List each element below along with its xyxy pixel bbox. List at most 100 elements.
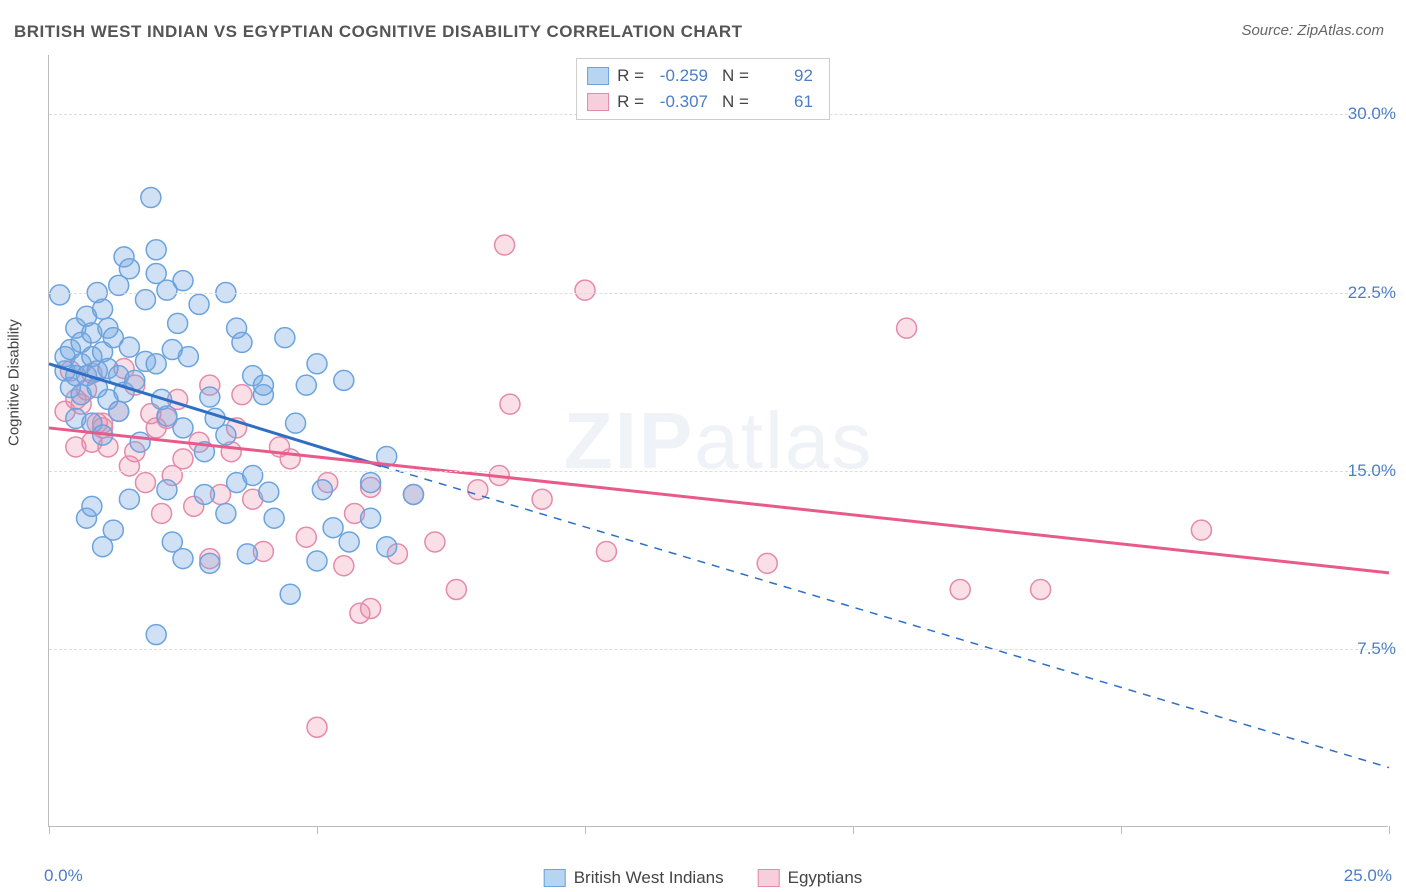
data-point: [50, 285, 70, 305]
data-point: [425, 532, 445, 552]
swatch-egy: [587, 93, 609, 111]
legend-item-egy: Egyptians: [758, 868, 863, 888]
data-point: [173, 449, 193, 469]
data-point: [168, 313, 188, 333]
swatch-bwi-bottom: [544, 869, 566, 887]
data-point: [334, 370, 354, 390]
data-point: [82, 496, 102, 516]
data-point: [232, 332, 252, 352]
data-point: [897, 318, 917, 338]
data-point: [275, 328, 295, 348]
data-point: [173, 549, 193, 569]
y-axis-label: Cognitive Disability: [6, 319, 23, 446]
data-point: [1031, 579, 1051, 599]
trend-line-dash: [381, 466, 1389, 768]
source-label: Source: ZipAtlas.com: [1241, 22, 1384, 39]
data-point: [575, 280, 595, 300]
data-point: [1191, 520, 1211, 540]
N-value-bwi: 92: [757, 63, 819, 89]
legend-label-egy: Egyptians: [788, 868, 863, 888]
data-point: [119, 489, 139, 509]
data-point: [280, 584, 300, 604]
data-point: [103, 520, 123, 540]
N-label: N =: [722, 63, 749, 89]
data-point: [757, 553, 777, 573]
x-tick: [853, 826, 854, 834]
x-tick: [317, 826, 318, 834]
x-tick: [585, 826, 586, 834]
data-point: [334, 556, 354, 576]
data-point: [259, 482, 279, 502]
data-point: [237, 544, 257, 564]
data-point: [152, 503, 172, 523]
legend-label-bwi: British West Indians: [574, 868, 724, 888]
data-point: [532, 489, 552, 509]
x-min-label: 0.0%: [44, 866, 83, 886]
data-point: [500, 394, 520, 414]
data-point: [200, 553, 220, 573]
data-point: [173, 418, 193, 438]
data-point: [119, 337, 139, 357]
stats-row-egy: R = -0.307 N = 61: [587, 89, 819, 115]
R-label: R =: [617, 63, 644, 89]
data-point: [312, 480, 332, 500]
data-point: [130, 432, 150, 452]
data-point: [339, 532, 359, 552]
y-tick-label: 7.5%: [1357, 639, 1396, 659]
chart-title: BRITISH WEST INDIAN VS EGYPTIAN COGNITIV…: [14, 22, 743, 42]
data-point: [403, 484, 423, 504]
N-value-egy: 61: [757, 89, 819, 115]
data-point: [146, 625, 166, 645]
stats-legend: R = -0.259 N = 92 R = -0.307 N = 61: [576, 58, 830, 120]
stats-row-bwi: R = -0.259 N = 92: [587, 63, 819, 89]
data-point: [296, 375, 316, 395]
data-point: [243, 465, 263, 485]
bottom-legend: British West Indians Egyptians: [544, 868, 863, 888]
data-point: [495, 235, 515, 255]
data-point: [157, 480, 177, 500]
grid-line: [49, 471, 1388, 472]
data-point: [173, 271, 193, 291]
data-point: [135, 473, 155, 493]
data-point: [296, 527, 316, 547]
x-tick: [49, 826, 50, 834]
data-point: [596, 541, 616, 561]
data-point: [200, 387, 220, 407]
data-point: [119, 259, 139, 279]
data-point: [93, 299, 113, 319]
grid-line: [49, 649, 1388, 650]
y-tick-label: 15.0%: [1348, 461, 1396, 481]
data-point: [232, 385, 252, 405]
data-point: [216, 425, 236, 445]
data-point: [141, 188, 161, 208]
swatch-egy-bottom: [758, 869, 780, 887]
data-point: [286, 413, 306, 433]
data-point: [178, 347, 198, 367]
data-point: [323, 518, 343, 538]
data-point: [146, 354, 166, 374]
data-point: [361, 508, 381, 528]
data-point: [253, 375, 273, 395]
data-point: [377, 537, 397, 557]
chart-container: BRITISH WEST INDIAN VS EGYPTIAN COGNITIV…: [0, 0, 1406, 892]
legend-item-bwi: British West Indians: [544, 868, 724, 888]
grid-line: [49, 293, 1388, 294]
R-value-bwi: -0.259: [652, 63, 714, 89]
plot-svg: [49, 55, 1389, 827]
N-label: N =: [722, 89, 749, 115]
data-point: [446, 579, 466, 599]
y-tick-label: 30.0%: [1348, 104, 1396, 124]
data-point: [189, 294, 209, 314]
data-point: [950, 579, 970, 599]
R-label: R =: [617, 89, 644, 115]
data-point: [361, 598, 381, 618]
data-point: [109, 401, 129, 421]
x-max-label: 25.0%: [1344, 866, 1392, 886]
data-point: [361, 473, 381, 493]
x-tick: [1121, 826, 1122, 834]
R-value-egy: -0.307: [652, 89, 714, 115]
data-point: [264, 508, 284, 528]
data-point: [307, 551, 327, 571]
data-point: [307, 717, 327, 737]
plot-area: ZIPatlas: [48, 55, 1388, 827]
